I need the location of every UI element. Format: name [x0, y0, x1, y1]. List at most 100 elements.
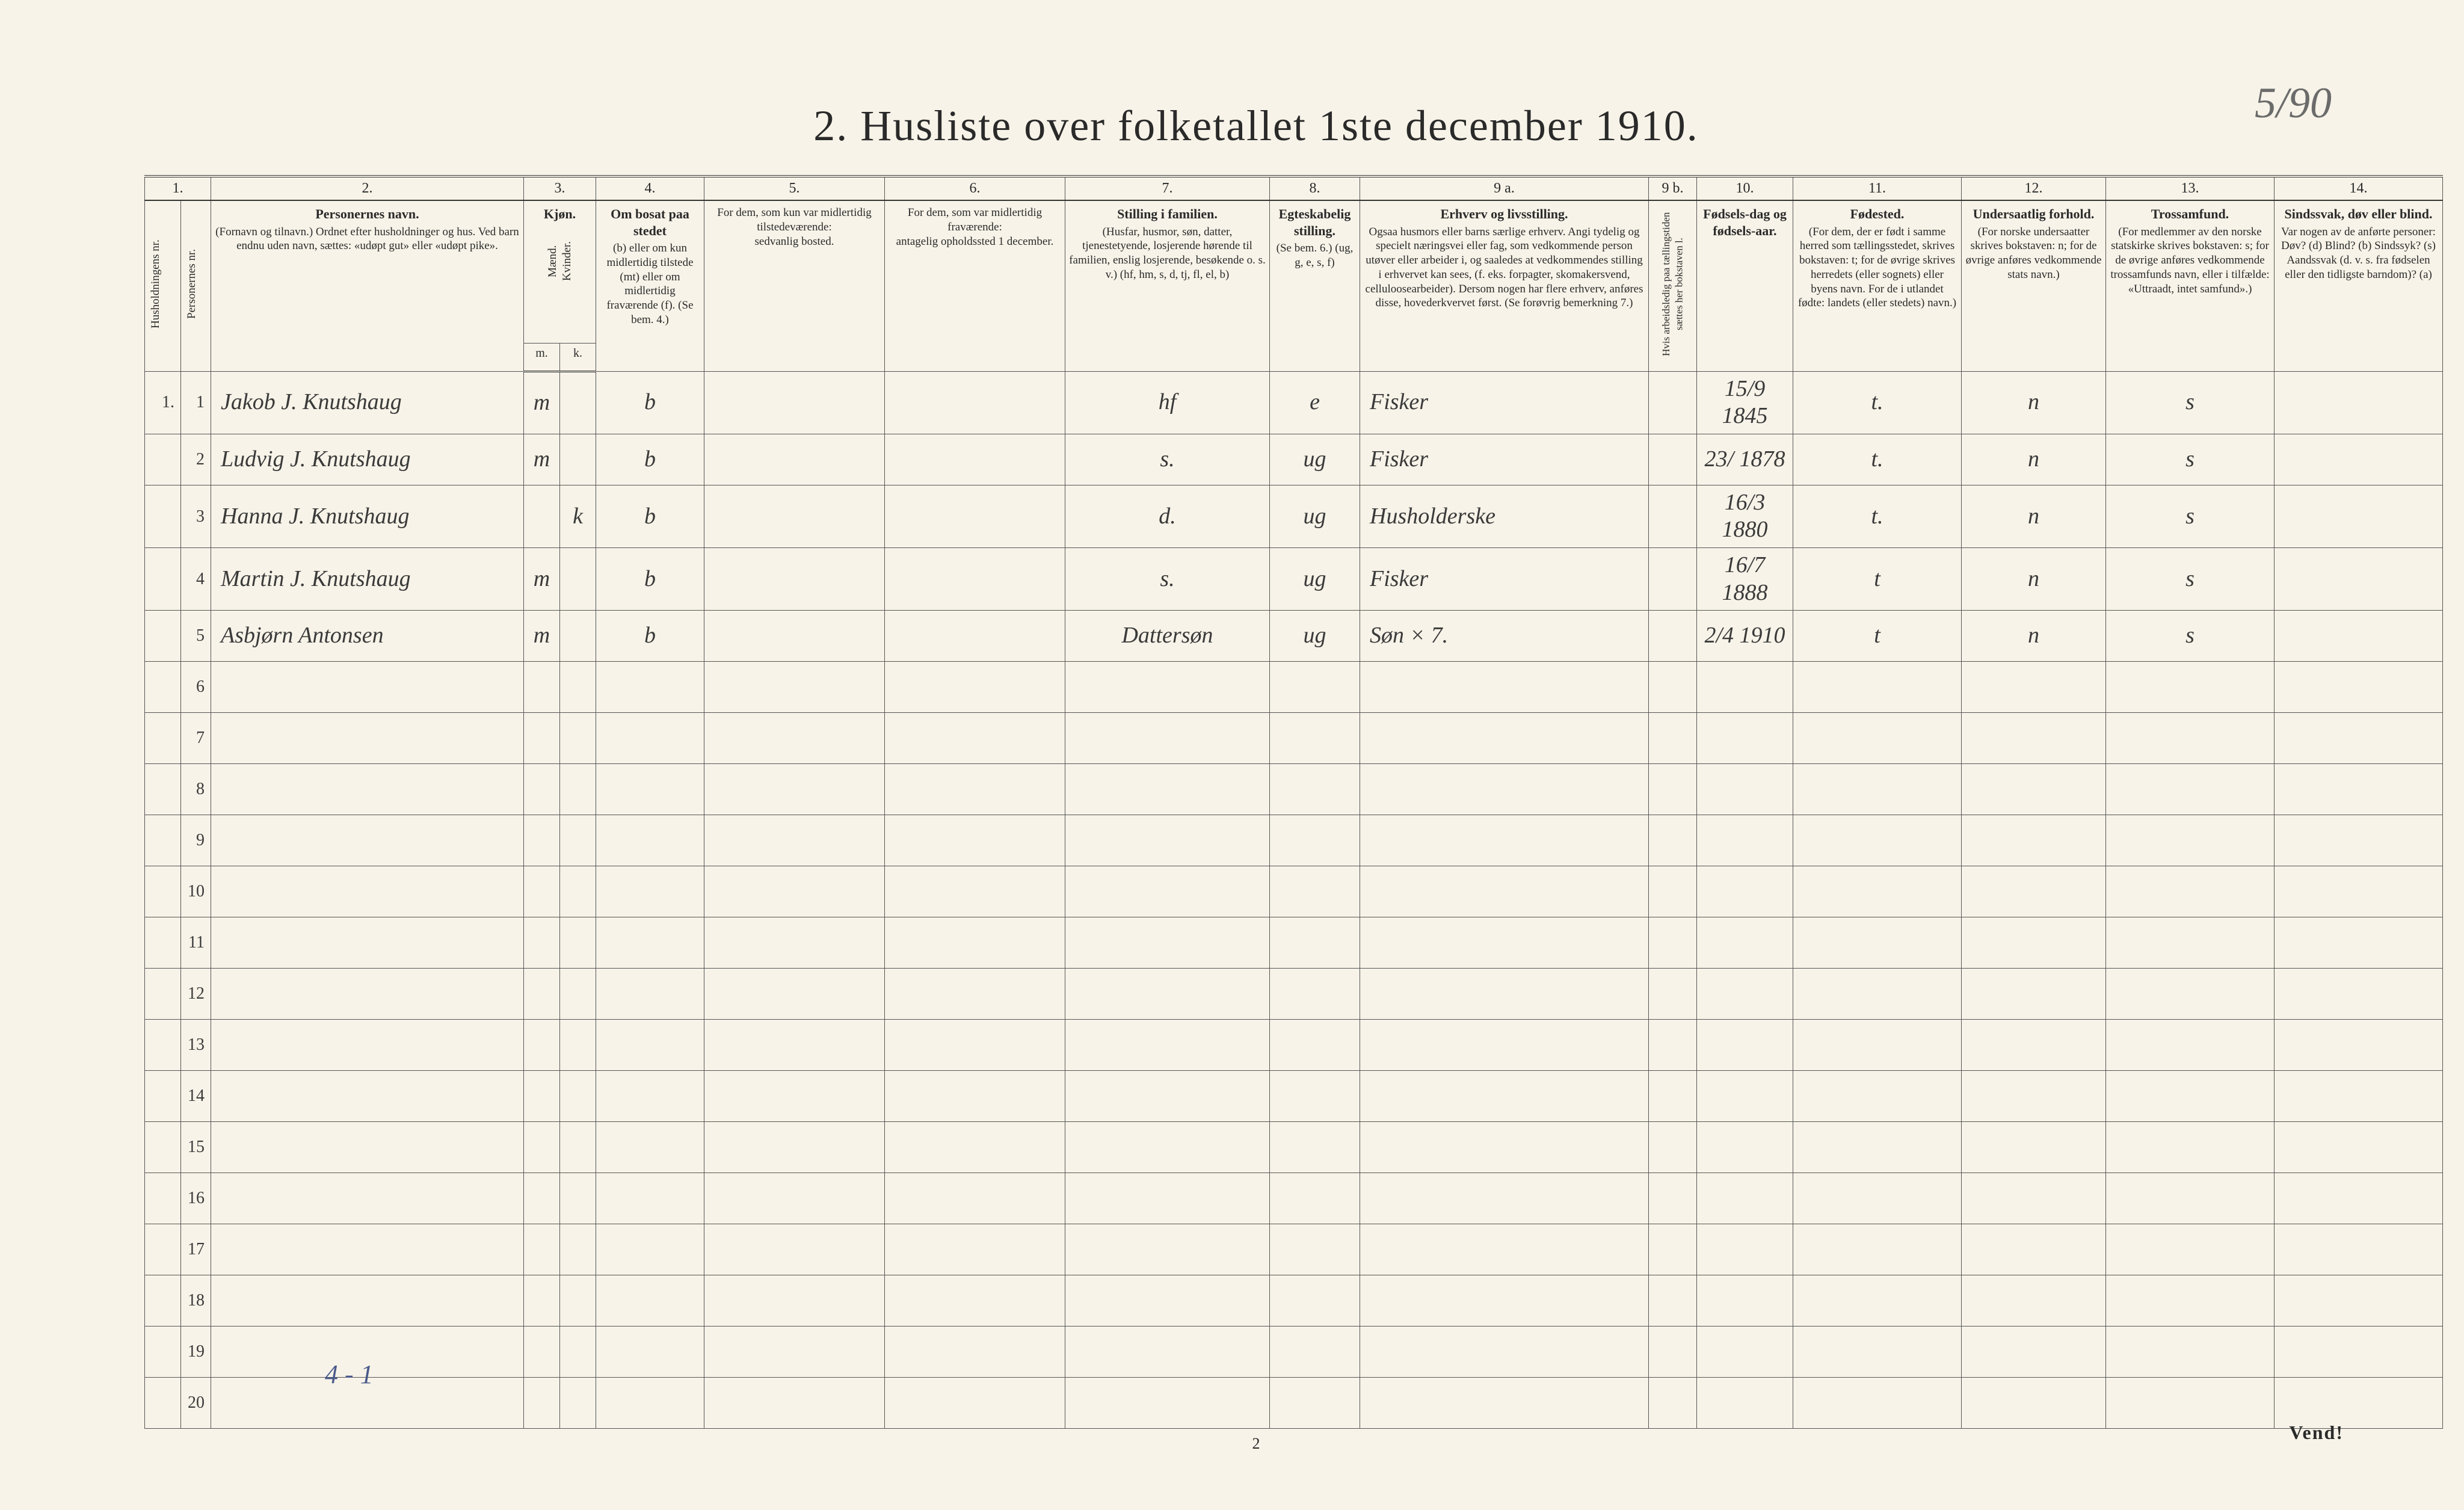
cell-blank — [1270, 662, 1360, 713]
cell-blank — [885, 1378, 1065, 1429]
data-body: 1.1Jakob J. KnutshaugmbhfeFisker15/9 184… — [145, 371, 2443, 662]
census-table: 1. 2. 3. 4. 5. 6. 7. 8. 9 a. 9 b. 10. 11… — [144, 175, 2443, 1429]
cell-blank — [560, 969, 596, 1020]
cell-blank — [1793, 764, 1962, 815]
cell-blank — [1270, 1122, 1360, 1173]
cell-blank — [1649, 713, 1697, 764]
cell-blank — [596, 1327, 704, 1378]
cell-birthplace: t. — [1793, 485, 1962, 547]
cell-family-position: hf — [1065, 371, 1270, 434]
cell-blank — [704, 969, 885, 1020]
cell-household-nr — [145, 434, 181, 485]
page-title: 2. Husliste over folketallet 1ste decemb… — [144, 101, 2368, 151]
cell-person-nr: 6 — [181, 662, 211, 713]
cell-religion: s — [2106, 485, 2275, 547]
cell-person-nr: 16 — [181, 1173, 211, 1224]
cell-blank — [2106, 1275, 2275, 1327]
cell-blank — [1649, 1020, 1697, 1071]
cell-person-nr: 2 — [181, 434, 211, 485]
cell-blank — [2106, 1020, 2275, 1071]
cell-household-nr — [145, 969, 181, 1020]
cell-blank — [1793, 662, 1962, 713]
blank-body: 67891011121314151617181920 — [145, 662, 2443, 1429]
cell-blank — [211, 1020, 524, 1071]
cell-blank — [1360, 969, 1649, 1020]
cell-blank — [2106, 917, 2275, 969]
cell-blank — [560, 1020, 596, 1071]
cell-family-position: Dattersøn — [1065, 611, 1270, 662]
cell-blank — [1793, 917, 1962, 969]
hdr-marital: Egteskabelig stilling. (Se bem. 6.) (ug,… — [1270, 200, 1360, 371]
cell-blank — [1065, 815, 1270, 866]
table-row: 4Martin J. Knutshaugmbs.ugFisker16/7 188… — [145, 547, 2443, 610]
cell-blank — [885, 1327, 1065, 1378]
cell-household-nr — [145, 1020, 181, 1071]
cell-nationality: n — [1962, 371, 2106, 434]
cell-household-nr — [145, 917, 181, 969]
cell-sex-k — [560, 434, 596, 485]
cell-blank — [1962, 1173, 2106, 1224]
cell-blank — [2275, 1378, 2443, 1429]
colnum-3: 3. — [524, 176, 596, 200]
cell-blank — [596, 1275, 704, 1327]
cell-blank — [1649, 1327, 1697, 1378]
cell-disability — [2275, 547, 2443, 610]
cell-person-nr: 15 — [181, 1122, 211, 1173]
cell-blank — [2275, 662, 2443, 713]
cell-household-nr — [145, 1122, 181, 1173]
cell-blank — [885, 866, 1065, 917]
hdr-birthdate: Fødsels-dag og fødsels-aar. — [1697, 200, 1793, 371]
cell-blank — [1793, 969, 1962, 1020]
cell-person-nr: 19 — [181, 1327, 211, 1378]
cell-blank — [1065, 1122, 1270, 1173]
cell-blank — [1793, 1378, 1962, 1429]
cell-blank — [704, 1275, 885, 1327]
cell-residence: b — [596, 434, 704, 485]
cell-blank — [704, 815, 885, 866]
cell-blank — [885, 815, 1065, 866]
colnum-11: 11. — [1793, 176, 1962, 200]
cell-residence: b — [596, 547, 704, 610]
cell-blank — [1962, 713, 2106, 764]
cell-marital: e — [1270, 371, 1360, 434]
cell-blank — [1360, 815, 1649, 866]
cell-birthdate: 23/ 1878 — [1697, 434, 1793, 485]
cell-blank — [1649, 764, 1697, 815]
hdr-occupation: Erhverv og livsstilling. Ogsaa husmors e… — [1360, 200, 1649, 371]
cell-blank — [2275, 713, 2443, 764]
cell-blank — [596, 1122, 704, 1173]
colnum-13: 13. — [2106, 176, 2275, 200]
cell-blank — [1270, 764, 1360, 815]
cell-blank — [1793, 1275, 1962, 1327]
cell-blank — [1962, 969, 2106, 1020]
cell-temp-present — [704, 485, 885, 547]
cell-blank — [1697, 1327, 1793, 1378]
cell-blank — [596, 917, 704, 969]
cell-blank — [2106, 1378, 2275, 1429]
table-row-blank: 20 — [145, 1378, 2443, 1429]
header-row: Husholdningens nr. Personernes nr. Perso… — [145, 200, 2443, 344]
cell-blank — [1697, 866, 1793, 917]
cell-blank — [1270, 917, 1360, 969]
cell-blank — [596, 969, 704, 1020]
cell-blank — [1649, 1224, 1697, 1275]
cell-residence: b — [596, 611, 704, 662]
cell-blank — [704, 866, 885, 917]
cell-residence: b — [596, 371, 704, 434]
cell-family-position: s. — [1065, 547, 1270, 610]
cell-person-nr: 7 — [181, 713, 211, 764]
cell-sex-k: k — [560, 485, 596, 547]
hdr-religion: Trossamfund. (For medlemmer av den norsk… — [2106, 200, 2275, 371]
hdr-person-nr: Personernes nr. — [181, 200, 211, 371]
cell-family-position: d. — [1065, 485, 1270, 547]
census-page: 5/90 2. Husliste over folketallet 1ste d… — [0, 0, 2464, 1510]
cell-nationality: n — [1962, 547, 2106, 610]
cell-blank — [524, 1275, 560, 1327]
cell-blank — [524, 713, 560, 764]
colnum-12: 12. — [1962, 176, 2106, 200]
cell-birthdate: 16/3 1880 — [1697, 485, 1793, 547]
cell-blank — [885, 662, 1065, 713]
cell-blank — [2106, 1122, 2275, 1173]
cell-blank — [211, 662, 524, 713]
cell-blank — [1360, 1224, 1649, 1275]
